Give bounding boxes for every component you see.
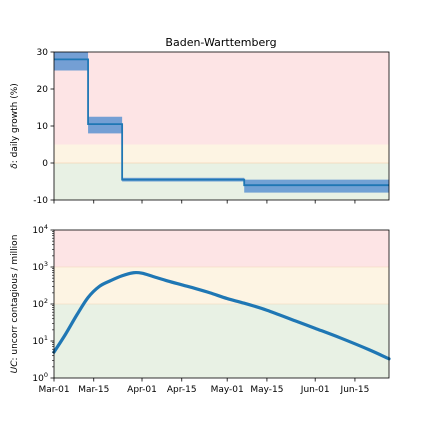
growth-y-axis-label: δ: daily growth (%) [10, 83, 20, 169]
contagious-xtick-label-0: Mar-01 [38, 385, 69, 395]
growth-ytick-label-3: 20 [37, 85, 49, 95]
contagious-ytick-exp-4: 4 [44, 223, 48, 231]
growth-ytick-label-2: 10 [37, 122, 49, 132]
contagious-xtick-label-1: Mar-15 [78, 385, 109, 395]
contagious-zone-1 [54, 267, 389, 304]
contagious-xtick-label-6: Jun-01 [300, 385, 330, 395]
contagious-ytick-base-2: 10 [32, 300, 44, 310]
contagious-xtick-label-3: Apr-15 [167, 385, 197, 395]
contagious-xtick-label-7: Jun-15 [340, 385, 370, 395]
contagious-xtick-label-4: May-01 [211, 385, 244, 395]
contagious-xtick-label-2: Apr-01 [127, 385, 157, 395]
contagious-ytick-label-0: 100 [32, 371, 48, 384]
contagious-ytick-label-1: 101 [32, 334, 48, 347]
contagious-ytick-exp-3: 3 [44, 260, 48, 268]
contagious-ytick-exp-0: 0 [44, 371, 48, 379]
growth-chart-title: Baden-Warttemberg [165, 36, 276, 49]
growth-panel: -10 0 10 20 30 Baden-Warttemberg δ: daily gr… [10, 36, 390, 206]
growth-zone-1 [54, 144, 389, 163]
contagious-xtick-label-5: May-15 [250, 385, 283, 395]
contagious-ytick-base-1: 10 [32, 337, 44, 347]
contagious-zone-2 [54, 230, 389, 267]
contagious-ytick-label-4: 104 [32, 223, 48, 236]
growth-band-1 [88, 116, 123, 134]
contagious-ytick-label-2: 102 [32, 297, 48, 310]
contagious-ytick-exp-2: 2 [44, 297, 48, 305]
growth-band-3 [244, 179, 389, 193]
contagious-ytick-label-3: 103 [32, 260, 48, 273]
contagious-ytick-base-4: 10 [32, 226, 44, 236]
growth-y-axis-text: : daily growth (%) [10, 83, 20, 163]
growth-ytick-label-0: -10 [33, 196, 48, 206]
contagious-ytick-base-3: 10 [32, 263, 44, 273]
growth-step-line-0 [54, 58, 389, 187]
contagious-zone-0 [54, 304, 389, 378]
growth-band-0 [54, 52, 89, 71]
growth-ytick-label-4: 30 [37, 48, 49, 58]
contagious-y-axis-symbol: UC [10, 360, 20, 374]
contagious-ytick-exp-1: 1 [44, 334, 48, 342]
contagious-y-axis-text: : uncorr contagious / million [10, 235, 20, 361]
contagious-y-axis-label: UC: uncorr contagious / million [10, 235, 20, 374]
growth-y-axis-symbol: δ [10, 163, 20, 169]
contagious-curve-0 [52, 270, 391, 361]
contagious-ytick-base-0: 10 [32, 374, 44, 384]
growth-ytick-label-1: 0 [42, 159, 48, 169]
